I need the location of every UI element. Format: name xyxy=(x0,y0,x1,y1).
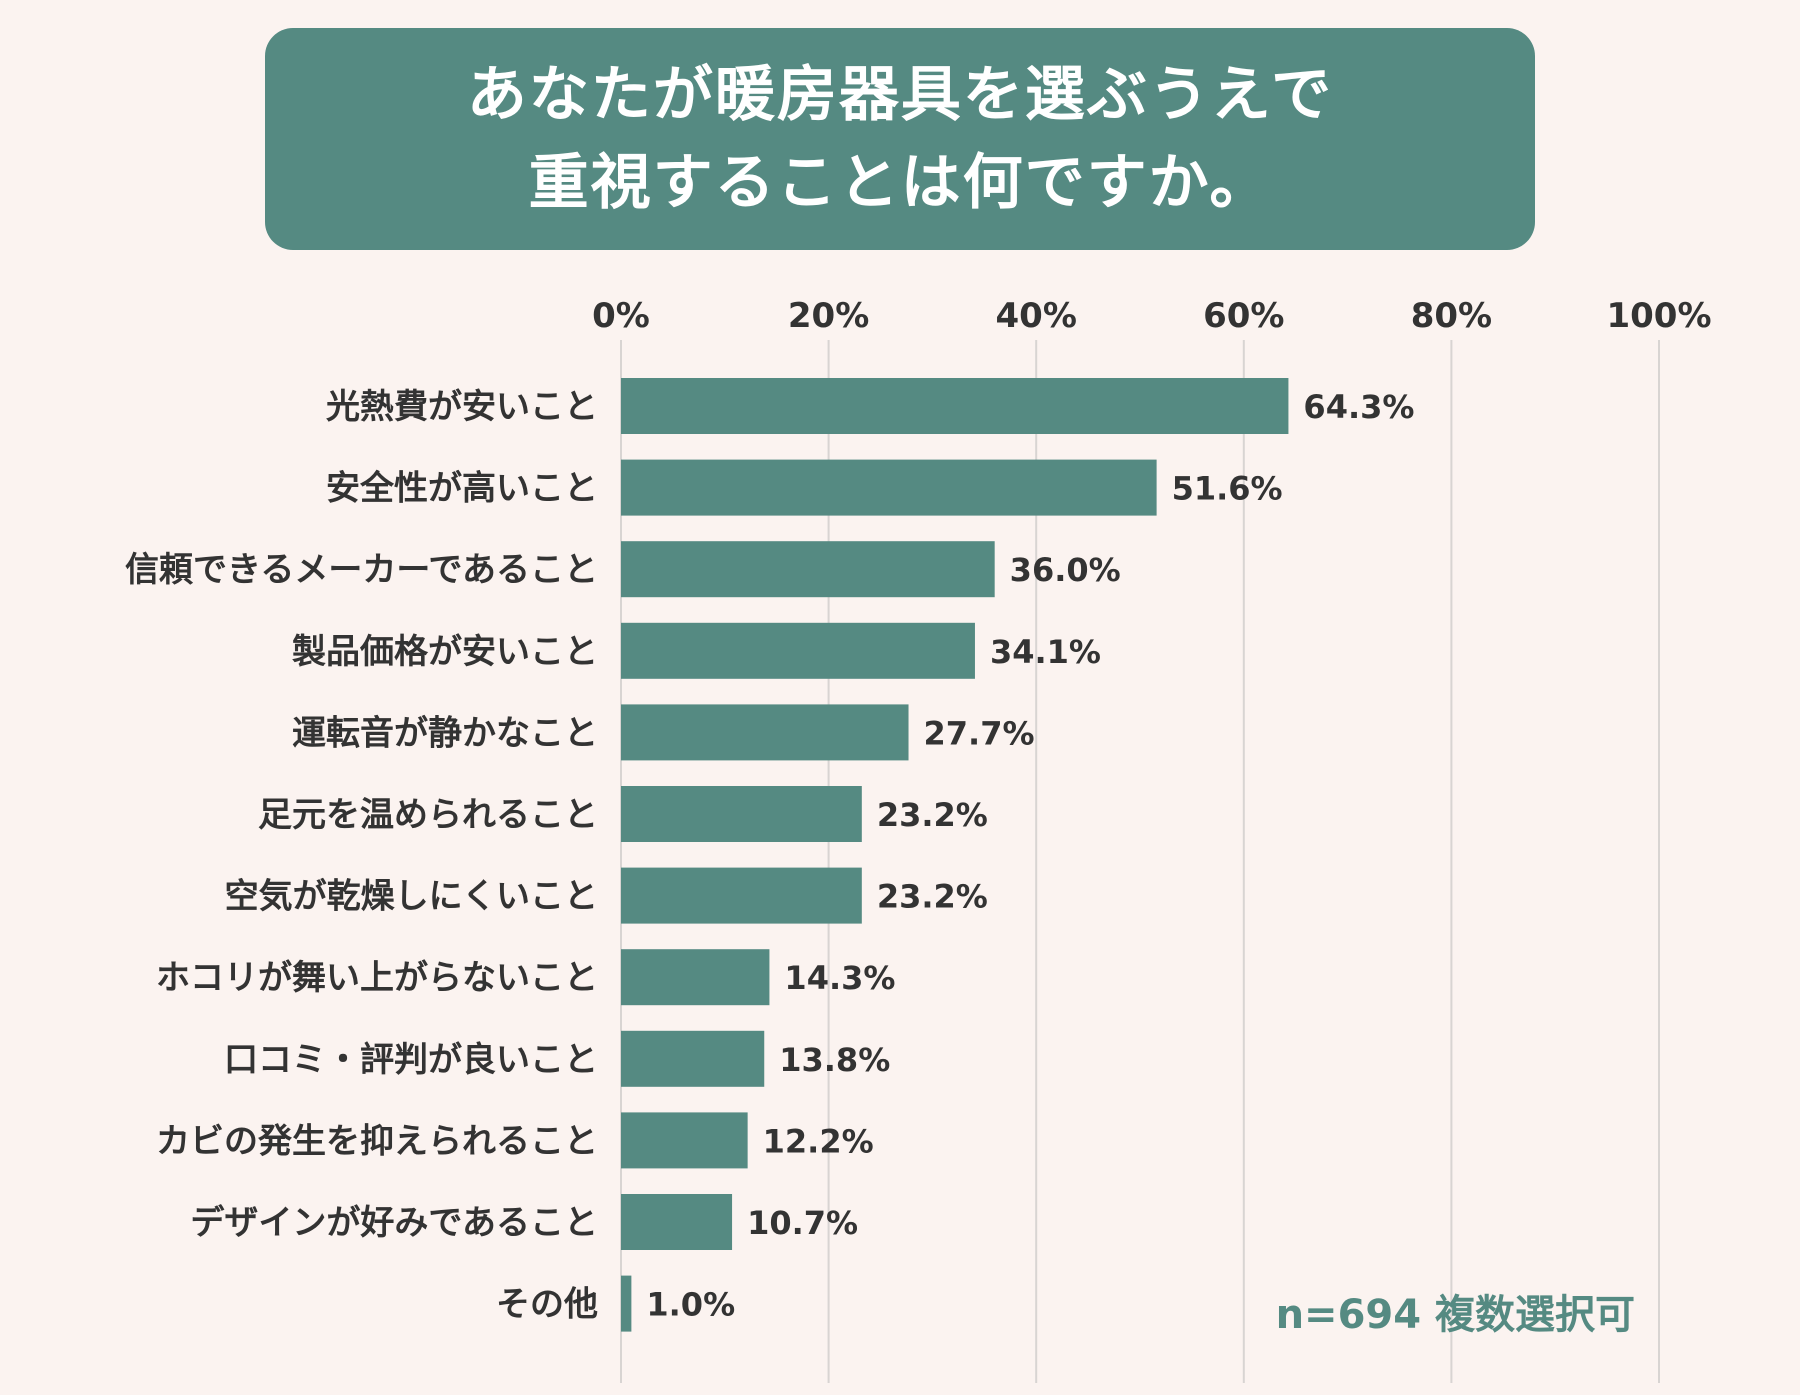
data-label: 1.0% xyxy=(646,1286,735,1324)
x-tick-label: 0% xyxy=(592,296,650,336)
bar xyxy=(621,867,862,924)
bar xyxy=(621,541,995,598)
bar xyxy=(621,1194,733,1250)
category-label: ホコリが舞い上がらないこと xyxy=(156,958,598,998)
category-label: 信頼できるメーカーであること xyxy=(125,550,598,590)
data-label: 27.7% xyxy=(924,714,1035,752)
category-label: 運転音が静かなこと xyxy=(292,713,598,753)
data-label: 23.2% xyxy=(877,796,988,834)
x-tick-label: 40% xyxy=(996,296,1077,336)
bar xyxy=(621,704,909,761)
data-label: 64.3% xyxy=(1303,388,1414,426)
data-label: 23.2% xyxy=(877,878,988,916)
category-label: 足元を温められること xyxy=(258,795,598,835)
bar xyxy=(621,459,1157,516)
bar xyxy=(621,949,770,1006)
data-label: 10.7% xyxy=(747,1204,858,1242)
chart-title-line-1: あなたが暖房器具を選ぶうえで xyxy=(466,60,1334,130)
chart-title-line-2: 重視することは何ですか。 xyxy=(528,148,1272,218)
x-tick-label: 80% xyxy=(1411,296,1492,336)
category-label: 口コミ・評判が良いこと xyxy=(224,1040,598,1080)
category-label: その他 xyxy=(496,1285,598,1325)
bar xyxy=(621,1030,765,1087)
data-label: 14.3% xyxy=(784,959,895,997)
bar xyxy=(621,786,862,842)
bar xyxy=(621,378,1289,434)
data-label: 51.6% xyxy=(1172,470,1283,508)
category-label: デザインが好みであること xyxy=(190,1203,598,1243)
x-tick-label: 60% xyxy=(1203,296,1284,336)
data-label: 34.1% xyxy=(990,633,1101,671)
data-label: 36.0% xyxy=(1010,551,1121,589)
data-label: 13.8% xyxy=(779,1041,890,1079)
bar xyxy=(621,622,975,679)
category-label: 安全性が高いこと xyxy=(326,469,598,509)
x-tick-label: 20% xyxy=(788,296,869,336)
chart-title: あなたが暖房器具を選ぶうえで 重視することは何ですか。 xyxy=(265,28,1535,250)
data-label: 12.2% xyxy=(763,1122,874,1160)
category-label: カビの発生を抑えられること xyxy=(156,1121,598,1161)
bar xyxy=(621,1275,632,1332)
x-tick-label: 100% xyxy=(1606,296,1711,336)
sample-size-note: n=694 複数選択可 xyxy=(1275,1292,1635,1338)
category-label: 光熱費が安いこと xyxy=(326,387,598,427)
category-label: 製品価格が安いこと xyxy=(292,632,598,672)
bar xyxy=(621,1112,748,1169)
category-label: 空気が乾燥しにくいこと xyxy=(225,877,598,917)
